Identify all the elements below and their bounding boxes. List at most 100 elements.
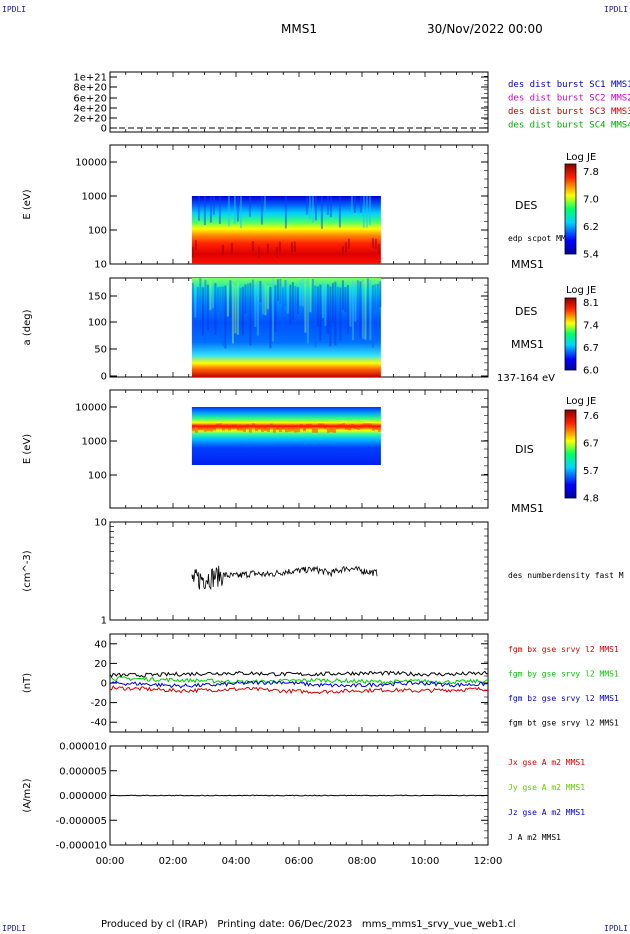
heatmap-streak — [338, 196, 341, 228]
heatmap-streak — [316, 286, 319, 327]
heatmap-streak — [371, 238, 374, 249]
heatmap-streak — [199, 278, 202, 321]
y-tick-label: 1000 — [82, 192, 107, 203]
x-tick-label: 06:00 — [285, 856, 314, 867]
heatmap-streak — [376, 283, 379, 341]
heatmap-streak — [344, 287, 347, 312]
colorbar-tick: 5.4 — [583, 250, 599, 261]
footer-filename: mms_mms1_srvy_vue_web1.cl — [361, 919, 516, 930]
heatmap-streak — [236, 426, 240, 431]
heatmap-streak — [224, 285, 227, 349]
heatmap-streak — [304, 283, 307, 333]
x-tick-label: 00:00 — [96, 856, 125, 867]
colorbar-title: Log JE — [566, 396, 596, 407]
footer-produced-by: Produced by cl (IRAP) — [101, 919, 208, 930]
heatmap-streak — [275, 426, 279, 431]
heatmap-streak — [350, 196, 353, 215]
y-tick-label: 1 — [101, 616, 107, 627]
colorbar — [564, 409, 577, 499]
heatmap-streak — [349, 286, 352, 327]
heatmap-streak — [311, 428, 315, 433]
spacecraft-title: MMS1 — [281, 22, 317, 36]
x-tick-label: 12:00 — [474, 856, 503, 867]
heatmap-streak — [204, 279, 207, 341]
heatmap-streak — [194, 428, 198, 433]
heatmap-streak — [281, 287, 284, 335]
colorbar-tick: 6.7 — [583, 439, 599, 450]
legend-entry: Jx gse A m2 MMS1 — [508, 758, 585, 767]
legend-entry: fgm bz gse srvy l2 MMS1 — [508, 694, 619, 703]
heatmap-streak — [354, 281, 357, 322]
heatmap-streak — [264, 284, 267, 316]
heatmap-streak — [263, 196, 266, 212]
heatmap-streak — [368, 196, 371, 226]
heatmap-streak — [293, 241, 296, 252]
heatmap-streak — [326, 428, 330, 433]
heatmap-streak — [203, 196, 206, 226]
heatmap-streak — [347, 426, 351, 431]
heatmap-streak — [203, 427, 207, 432]
heatmap-streak — [362, 196, 365, 228]
heatmap-streak — [219, 286, 222, 338]
heatmap-streak — [260, 196, 263, 225]
panel-label: DES — [515, 305, 537, 318]
heatmap-streak — [242, 427, 246, 432]
heatmap-streak — [259, 280, 262, 303]
x-tick-label: 08:00 — [348, 856, 377, 867]
y-tick-label: 0.000000 — [59, 791, 107, 802]
heatmap-streak — [196, 286, 199, 324]
heatmap-streak — [371, 426, 375, 431]
heatmap-streak — [329, 428, 333, 433]
y-tick-label: 150 — [88, 292, 107, 303]
heatmap-streak — [209, 280, 212, 311]
heatmap-streak — [296, 428, 300, 433]
heatmap-streak — [320, 423, 324, 428]
heatmap-streak — [351, 280, 354, 341]
heatmap-streak — [284, 196, 287, 229]
y-axis-label: a (deg) — [22, 309, 33, 345]
corner-label: IPDLI — [604, 5, 629, 14]
legend-entry: fgm by gse srvy l2 MMS1 — [508, 670, 619, 679]
heatmap-streak — [216, 287, 219, 313]
heatmap-streak — [226, 285, 229, 317]
colorbar-tick: 7.4 — [583, 321, 599, 332]
y-tick-label: 0.000005 — [59, 766, 107, 777]
heatmap-streak — [209, 427, 213, 432]
heatmap-streak — [321, 282, 324, 318]
date-title: 30/Nov/2022 00:00 — [427, 22, 543, 36]
y-axis-label: E (eV) — [22, 434, 33, 464]
heatmap-streak — [236, 282, 239, 335]
colorbar-title: Log JE — [566, 152, 596, 163]
heatmap-streak — [191, 247, 194, 258]
heatmap-streak — [257, 247, 260, 258]
y-tick-label: 10000 — [75, 158, 107, 169]
y-tick-label: 6e+20 — [73, 94, 107, 105]
heatmap-streak — [311, 278, 314, 318]
heatmap-streak — [266, 243, 269, 254]
x-tick-label: 10:00 — [411, 856, 440, 867]
y-tick-label: 10000 — [75, 403, 107, 414]
heatmap-streak — [356, 280, 359, 327]
heatmap-streak — [251, 240, 254, 251]
heatmap-streak — [212, 196, 215, 215]
heatmap-streak — [281, 425, 285, 430]
heatmap-streak — [274, 285, 277, 333]
heatmap-streak — [191, 282, 194, 337]
heatmap-streak — [263, 426, 267, 431]
heatmap-streak — [244, 284, 247, 314]
heatmap-streak — [229, 280, 232, 319]
heatmap-streak — [329, 196, 332, 218]
y-tick-label: -40 — [91, 718, 107, 729]
heatmap-streak — [379, 281, 382, 308]
series-line — [191, 565, 378, 591]
heatmap-streak — [346, 285, 349, 334]
heatmap-streak — [221, 244, 224, 255]
panel-label: MMS1 — [511, 502, 544, 515]
heatmap-streak — [329, 286, 332, 347]
heatmap-streak — [286, 282, 289, 314]
series-line — [109, 680, 489, 689]
heatmap-streak — [306, 278, 309, 344]
heatmap-streak — [366, 278, 369, 317]
panel-label: MMS1 — [511, 258, 544, 271]
heatmap-streak — [209, 196, 212, 223]
